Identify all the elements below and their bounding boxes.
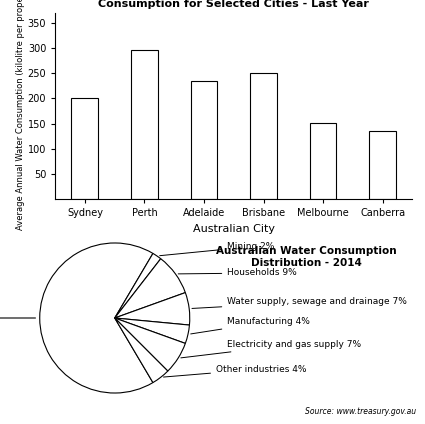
Text: Mining 2%: Mining 2% <box>160 242 275 256</box>
Text: Manufacturing 4%: Manufacturing 4% <box>191 317 310 334</box>
Text: Water supply, sewage and drainage 7%: Water supply, sewage and drainage 7% <box>192 297 407 308</box>
Wedge shape <box>115 318 185 371</box>
Bar <box>190 81 217 199</box>
Bar <box>310 123 337 199</box>
Bar <box>131 50 158 199</box>
Text: Agriculture
67%: Agriculture 67% <box>0 307 35 329</box>
Wedge shape <box>115 259 185 318</box>
Text: Other industries 4%: Other industries 4% <box>164 365 306 377</box>
Text: Households 9%: Households 9% <box>178 268 297 277</box>
X-axis label: Australian City: Australian City <box>193 224 275 234</box>
Wedge shape <box>115 254 161 318</box>
Text: Source: www.treasury.gov.au: Source: www.treasury.gov.au <box>306 407 416 416</box>
Y-axis label: Average Annual Water Consumption (kilolitre per property): Average Annual Water Consumption (kiloli… <box>16 0 25 230</box>
Text: Australian Water Consumption
Distribution - 2014: Australian Water Consumption Distributio… <box>215 246 396 268</box>
Wedge shape <box>115 318 168 382</box>
Bar <box>71 98 98 199</box>
Wedge shape <box>40 243 153 393</box>
Title: Average Australian Annual Residential Water
Consumption for Selected Cities - La: Average Australian Annual Residential Wa… <box>93 0 375 9</box>
Bar <box>250 73 277 199</box>
Wedge shape <box>115 318 190 343</box>
Text: Electricity and gas supply 7%: Electricity and gas supply 7% <box>181 340 361 358</box>
Bar <box>369 131 396 199</box>
Wedge shape <box>115 293 190 325</box>
